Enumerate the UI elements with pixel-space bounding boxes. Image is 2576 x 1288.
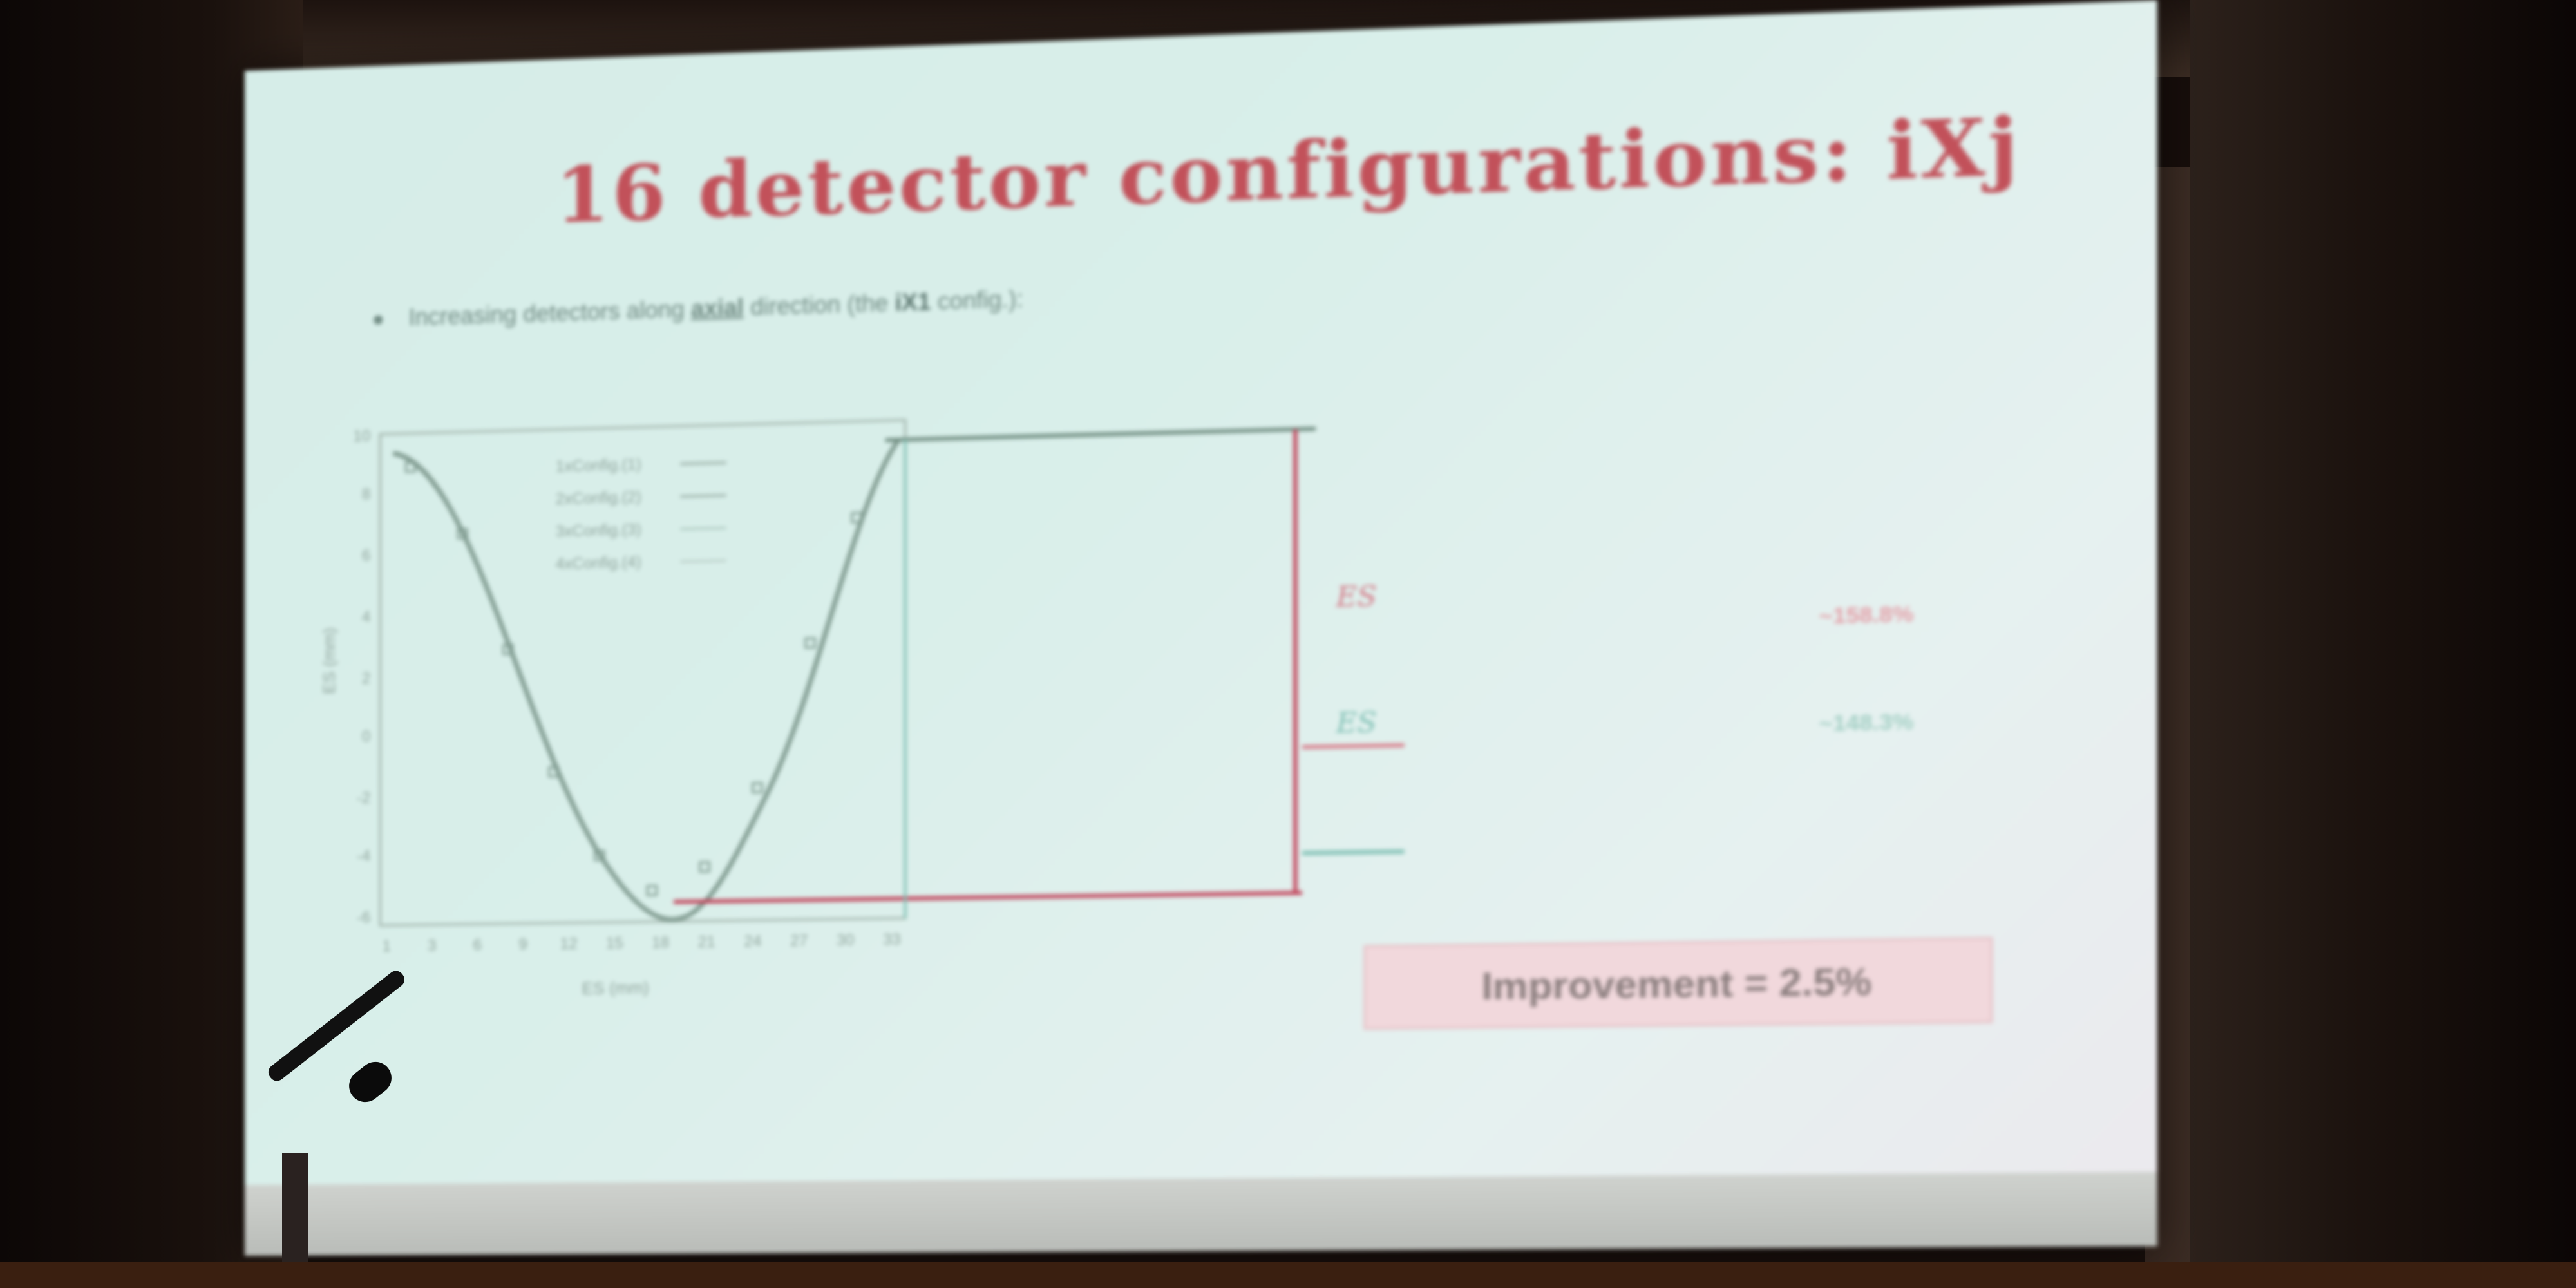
slide-bullet: Increasing detectors along axial directi… [374,266,1645,332]
y-tick-labels: 10 8 6 4 2 0 -2 -4 -6 [353,428,370,927]
es-label-teal: ES [1336,706,1377,739]
y-tick: 6 [362,547,370,564]
legend-line [680,528,726,529]
value-red: ~158.8% [1819,601,1913,630]
y-tick: -2 [357,790,370,807]
y-tick: 2 [362,670,370,687]
x-tick: 27 [790,932,808,950]
y-tick: 4 [362,609,370,626]
x-tick: 33 [883,931,901,949]
screen-bottom-band [245,1172,2157,1256]
legend-entry: 4xConfig.(4) [556,553,641,573]
bullet-dot [374,316,383,325]
x-tick: 30 [837,931,855,949]
max-reference-line [886,429,1316,440]
floor-strip [0,1262,2576,1288]
plot-curve [393,440,898,923]
improvement-box: Improvement = 2.5% [1363,937,1993,1030]
x-tick: 3 [428,937,436,954]
x-tick: 1 [383,938,391,955]
projection-screen: 16 detector configurations: iXj Increasi… [245,0,2157,1256]
bullet-config: iX1 [895,288,931,316]
bullet-prefix: Increasing detectors along [409,296,685,330]
x-tick: 24 [744,933,761,951]
red-level-line [1302,742,1405,747]
teal-level-line [1302,849,1405,853]
plot-marker [806,638,815,648]
plot-marker [753,783,762,792]
x-tick: 15 [606,934,623,952]
bullet-suffix: config.): [938,285,1023,315]
bullet-middle: direction (the [750,289,888,320]
x-tick: 12 [560,935,578,953]
x-tick: 6 [473,936,482,954]
legend-line [680,495,726,497]
legend-line [680,560,726,562]
plot-marker [647,886,656,895]
legend-entry: 2xConfig.(2) [556,488,641,508]
value-teal: ~148.3% [1819,709,1913,737]
min-reference-line [674,893,1302,902]
y-tick: 0 [362,728,370,745]
y-tick: 10 [353,428,370,446]
slide-title: 16 detector configurations: iXj [556,99,2021,240]
plot-frame [380,420,905,925]
bullet-emphasis: axial [691,294,744,322]
plot-legend: 1xConfig.(1) 2xConfig.(2) 3xConfig.(3) 4… [556,453,726,573]
x-tick: 18 [652,934,669,952]
slide-plot: 10 8 6 4 2 0 -2 -4 -6 1 3 6 9 12 15 18 2… [309,386,1405,1062]
y-tick: 8 [362,486,370,503]
legend-line [680,462,726,464]
x-tick: 9 [518,936,527,953]
y-axis-label: ES (mm) [319,627,339,694]
plot-markers [406,451,861,899]
x-axis-label: ES (mm) [582,978,649,998]
x-tick-labels: 1 3 6 9 12 15 18 21 24 27 30 33 [383,931,901,955]
x-tick: 21 [698,933,715,951]
legend-entry: 1xConfig.(1) [556,456,641,476]
y-tick: -6 [357,909,370,926]
y-tick: -4 [357,848,370,865]
legend-entry: 3xConfig.(3) [556,521,641,541]
room-right-dark [2190,0,2576,1288]
es-label-red: ES [1336,580,1377,613]
plot-marker [700,862,709,871]
